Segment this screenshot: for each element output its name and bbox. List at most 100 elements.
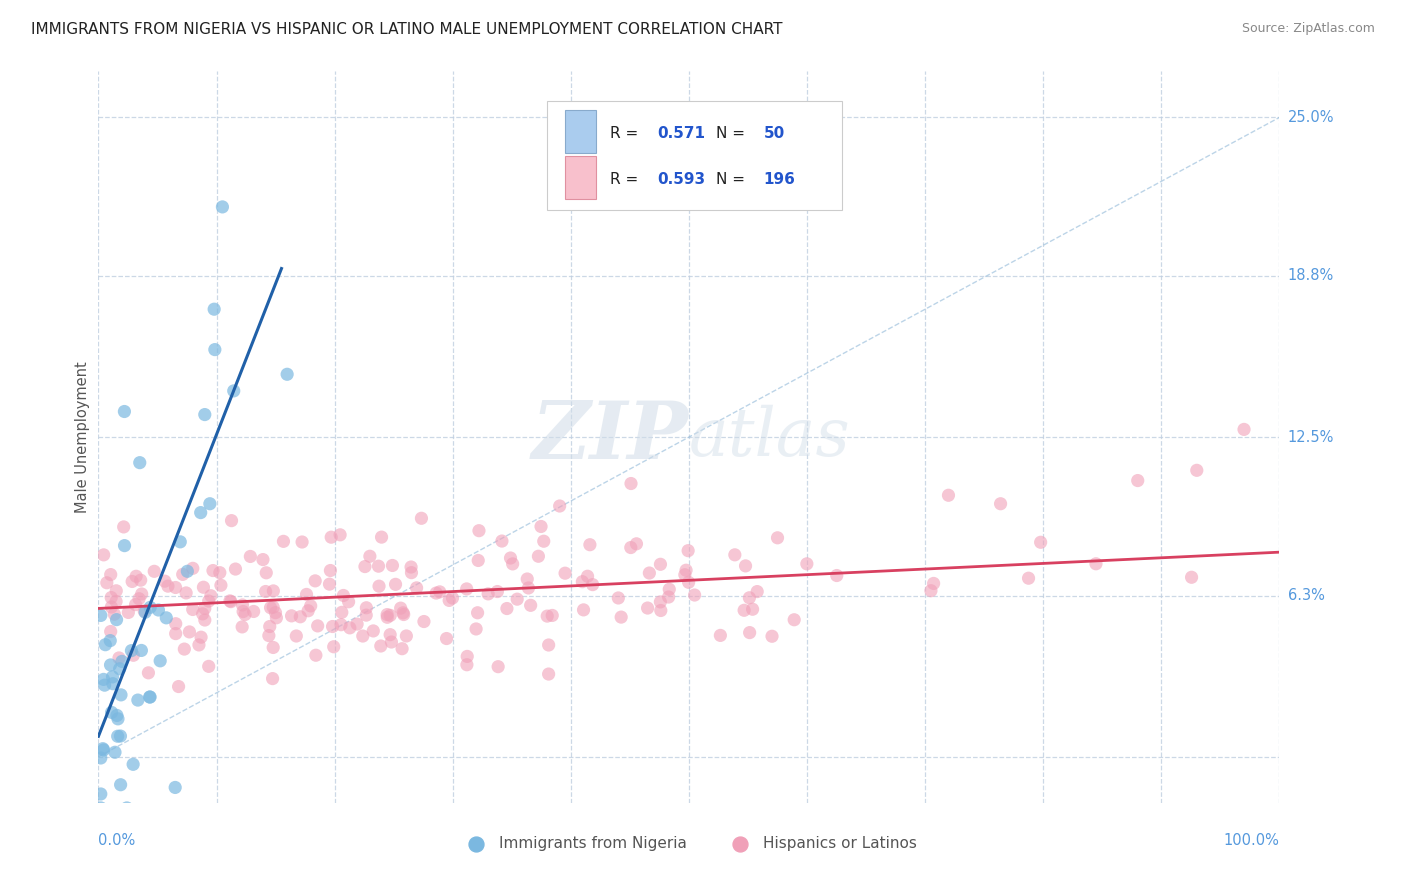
Point bbox=[571, 574, 593, 589]
Point bbox=[204, 343, 226, 357]
Point bbox=[105, 594, 128, 608]
Point bbox=[938, 488, 960, 502]
Text: 0.0%: 0.0% bbox=[98, 833, 135, 848]
Point bbox=[128, 456, 150, 470]
Point bbox=[321, 530, 343, 544]
Point bbox=[502, 557, 524, 571]
Point bbox=[107, 729, 129, 743]
Point bbox=[221, 514, 243, 528]
Point bbox=[541, 608, 564, 623]
Point bbox=[139, 600, 162, 615]
Point bbox=[761, 629, 783, 643]
Text: 12.5%: 12.5% bbox=[1288, 430, 1334, 444]
Point bbox=[131, 587, 153, 601]
Point bbox=[650, 603, 672, 617]
Point bbox=[134, 604, 156, 618]
Point bbox=[499, 551, 522, 566]
Point bbox=[354, 608, 377, 623]
Point bbox=[413, 615, 436, 629]
Point bbox=[100, 591, 122, 605]
Point bbox=[173, 642, 195, 657]
Point bbox=[527, 549, 550, 564]
Point bbox=[922, 576, 945, 591]
Point bbox=[738, 591, 761, 605]
Point bbox=[658, 590, 681, 604]
Point bbox=[101, 676, 124, 690]
Point bbox=[98, 633, 121, 648]
Point bbox=[456, 649, 478, 664]
Point bbox=[392, 607, 415, 622]
Point bbox=[149, 654, 172, 668]
Point bbox=[188, 638, 211, 652]
Point bbox=[201, 564, 224, 578]
Point bbox=[370, 530, 392, 544]
Text: N =: N = bbox=[716, 172, 749, 187]
Point bbox=[208, 566, 231, 580]
Point bbox=[90, 787, 112, 801]
Point bbox=[110, 778, 132, 792]
Point bbox=[465, 622, 488, 636]
Text: 25.0%: 25.0% bbox=[1288, 110, 1334, 125]
Point bbox=[262, 640, 284, 655]
Point bbox=[165, 616, 187, 631]
Point bbox=[94, 638, 117, 652]
Point bbox=[190, 630, 212, 644]
Point bbox=[381, 558, 404, 573]
Point bbox=[375, 610, 398, 624]
Point bbox=[190, 506, 212, 520]
Point bbox=[209, 578, 232, 592]
Point bbox=[405, 581, 427, 595]
Point bbox=[683, 588, 706, 602]
FancyBboxPatch shape bbox=[547, 101, 842, 211]
Point bbox=[117, 606, 139, 620]
Point bbox=[582, 577, 605, 591]
Point bbox=[165, 626, 187, 640]
Point bbox=[107, 712, 129, 726]
Point bbox=[264, 606, 287, 620]
Point bbox=[193, 580, 215, 594]
Point bbox=[100, 599, 122, 614]
Point bbox=[174, 586, 197, 600]
Text: 6.3%: 6.3% bbox=[1288, 588, 1324, 603]
Point bbox=[1029, 535, 1052, 549]
Point bbox=[156, 579, 179, 593]
Point bbox=[111, 654, 134, 668]
Point bbox=[103, 607, 125, 622]
Point bbox=[673, 567, 696, 582]
Point bbox=[533, 534, 555, 549]
Point bbox=[153, 574, 176, 589]
Point bbox=[93, 678, 115, 692]
Point bbox=[100, 706, 122, 720]
Point bbox=[380, 608, 402, 623]
Point bbox=[138, 665, 160, 680]
Point bbox=[620, 476, 643, 491]
Point bbox=[741, 602, 763, 616]
Point bbox=[100, 567, 122, 582]
Point bbox=[322, 640, 344, 654]
Point bbox=[486, 584, 509, 599]
Point bbox=[1180, 570, 1202, 584]
Text: 0.571: 0.571 bbox=[657, 126, 704, 141]
FancyBboxPatch shape bbox=[565, 110, 596, 153]
Point bbox=[304, 574, 326, 588]
Point bbox=[194, 601, 217, 615]
Point bbox=[1233, 422, 1256, 436]
Point bbox=[579, 538, 602, 552]
Point bbox=[650, 595, 672, 609]
Point bbox=[734, 558, 756, 573]
Point bbox=[506, 592, 529, 607]
Point bbox=[108, 662, 131, 676]
Point bbox=[181, 561, 204, 575]
Point bbox=[675, 563, 697, 577]
Text: R =: R = bbox=[610, 126, 643, 141]
Point bbox=[259, 619, 281, 633]
Point bbox=[411, 511, 433, 525]
Point bbox=[104, 745, 127, 759]
Point bbox=[200, 589, 222, 603]
Text: N =: N = bbox=[716, 126, 749, 141]
Point bbox=[242, 605, 264, 619]
Point bbox=[307, 619, 329, 633]
Point bbox=[219, 595, 242, 609]
Point bbox=[273, 534, 295, 549]
Point bbox=[391, 641, 413, 656]
